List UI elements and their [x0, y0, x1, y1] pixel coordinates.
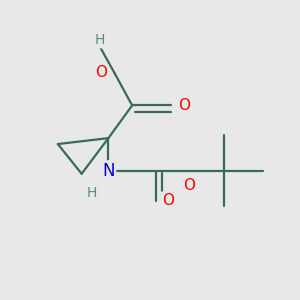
Text: O: O [183, 178, 195, 193]
Text: O: O [162, 193, 174, 208]
Text: O: O [95, 65, 107, 80]
Text: H: H [87, 186, 97, 200]
Text: O: O [178, 98, 190, 113]
Text: H: H [94, 33, 105, 47]
Text: N: N [102, 162, 115, 180]
